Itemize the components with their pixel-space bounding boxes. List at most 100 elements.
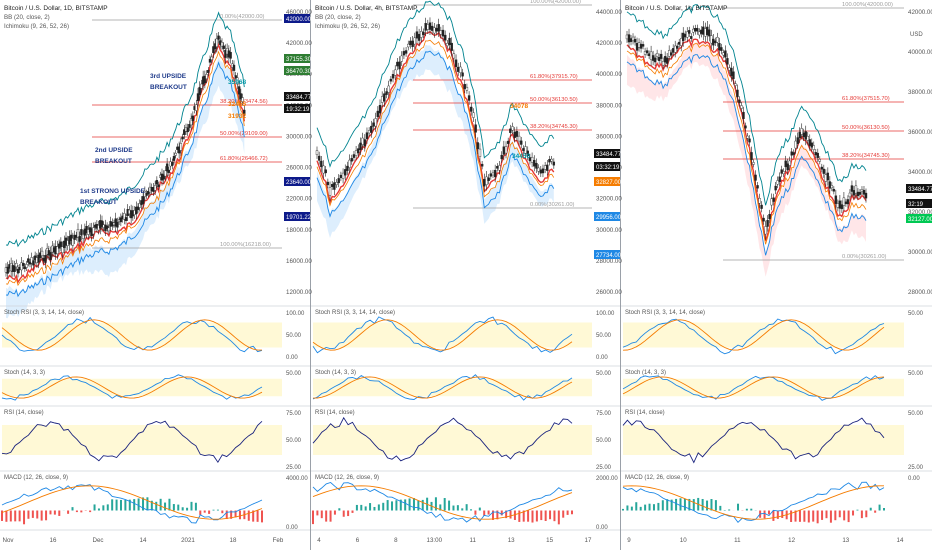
indicator-level: 50.00 xyxy=(908,411,924,417)
macd-histogram-bar xyxy=(856,509,859,511)
macd-histogram-bar xyxy=(369,503,372,511)
candle xyxy=(671,48,675,53)
candle xyxy=(485,176,488,185)
chart-panel-p2[interactable]: 44000.0042000.0040000.0038000.0036000.00… xyxy=(311,0,622,544)
macd-histogram-bar xyxy=(434,497,437,511)
indicator-level: 0.00 xyxy=(596,355,608,361)
candle xyxy=(420,31,423,38)
candle xyxy=(331,184,334,187)
candle xyxy=(141,196,145,204)
kijun-line xyxy=(316,39,555,207)
macd-histogram-bar xyxy=(869,507,872,511)
indicator-name: MACD (12, 26, close, 9) xyxy=(315,475,379,481)
indicator-name: RSI (14, close) xyxy=(625,410,665,416)
candle xyxy=(370,125,373,133)
ichimoku-cloud xyxy=(317,44,554,239)
candle xyxy=(764,226,767,235)
indicator-name: Stoch RSI (3, 3, 14, 14, close) xyxy=(625,310,705,316)
candle xyxy=(407,43,410,48)
price-tag xyxy=(284,54,310,63)
macd-histogram-bar xyxy=(412,498,415,511)
macd-histogram-bar xyxy=(566,510,569,515)
candle xyxy=(164,170,167,177)
macd-histogram-bar xyxy=(31,510,34,518)
candle xyxy=(720,47,723,51)
macd-histogram-bar xyxy=(164,502,167,511)
price-tick: 42000.00 xyxy=(286,40,312,47)
macd-histogram-bar xyxy=(745,508,748,511)
macd-histogram-bar xyxy=(14,510,17,522)
candle xyxy=(546,164,549,171)
price-tick: 16000.00 xyxy=(286,258,312,265)
chart-title: Bitcoin / U.S. Dollar, 1D, BITSTAMP xyxy=(4,5,108,12)
candle xyxy=(237,86,241,95)
macd-histogram-bar xyxy=(221,510,224,514)
macd-histogram-bar xyxy=(790,510,793,522)
annotation-text: 35968 xyxy=(228,79,246,86)
oscillator-line xyxy=(1,316,263,353)
fib-label: 100.00%(42000.00) xyxy=(842,2,893,8)
indicator-level: 25.00 xyxy=(286,465,302,471)
candle xyxy=(756,185,759,189)
candle xyxy=(678,41,681,45)
currency-label: USD xyxy=(910,32,923,38)
candle xyxy=(635,43,639,51)
macd-histogram-bar xyxy=(93,504,96,511)
candle xyxy=(23,266,27,270)
candle xyxy=(81,234,85,239)
fib-label: 38.20%(33474.56) xyxy=(220,99,268,105)
candle xyxy=(439,30,443,35)
price-tag xyxy=(284,177,310,186)
price-tick: 40000.00 xyxy=(908,49,932,56)
macd-histogram-bar xyxy=(333,510,336,515)
candle xyxy=(135,206,138,215)
candle xyxy=(391,74,395,79)
candle xyxy=(333,182,336,190)
indicator-level: 50.00 xyxy=(908,371,924,377)
macd-histogram-bar xyxy=(71,507,74,511)
candle xyxy=(402,51,406,56)
macd-histogram-bar xyxy=(544,510,547,521)
candle xyxy=(796,137,799,144)
candle xyxy=(450,42,453,51)
macd-histogram-bar xyxy=(1,510,3,521)
macd-histogram-bar xyxy=(391,501,394,511)
time-tick: 9 xyxy=(627,537,631,544)
chart-panel-p1[interactable]: 46000.0042000.0038000.0034000.0030000.00… xyxy=(0,5,312,544)
annotation-text: 32455 xyxy=(228,101,246,108)
macd-histogram-bar xyxy=(657,502,660,511)
candle xyxy=(222,45,225,49)
macd-histogram-bar xyxy=(5,510,8,522)
bb-upper-line xyxy=(5,11,245,248)
indicator-level: 0.00 xyxy=(908,476,920,482)
candle xyxy=(710,35,713,44)
macd-histogram-bar xyxy=(737,503,740,511)
macd-histogram-bar xyxy=(36,510,39,519)
candle xyxy=(326,181,330,186)
candle xyxy=(467,95,471,101)
macd-histogram-bar xyxy=(261,510,263,523)
macd-histogram-bar xyxy=(439,504,442,511)
candle xyxy=(700,29,703,34)
candle xyxy=(651,55,655,61)
macd-histogram-bar xyxy=(630,506,633,511)
indicator-level: 75.00 xyxy=(286,411,302,417)
candle xyxy=(728,67,731,71)
candle xyxy=(814,152,817,156)
candle xyxy=(465,86,469,91)
candle xyxy=(702,26,705,35)
chart-panel-p3[interactable]: 42000.00 40000.00 38000.00 36000.00 34000.00… xyxy=(621,2,932,544)
candle xyxy=(385,91,388,95)
candle xyxy=(426,24,430,30)
candle xyxy=(625,34,629,40)
time-tick: 13 xyxy=(508,537,515,544)
macd-histogram-bar xyxy=(325,510,328,522)
candle xyxy=(483,178,486,187)
macd-histogram-bar xyxy=(347,510,350,517)
macd-histogram-bar xyxy=(448,500,451,511)
indicator-level: 2000.00 xyxy=(596,476,618,482)
candle xyxy=(172,156,176,161)
macd-histogram-bar xyxy=(878,504,881,511)
macd-histogram-bar xyxy=(404,499,407,511)
